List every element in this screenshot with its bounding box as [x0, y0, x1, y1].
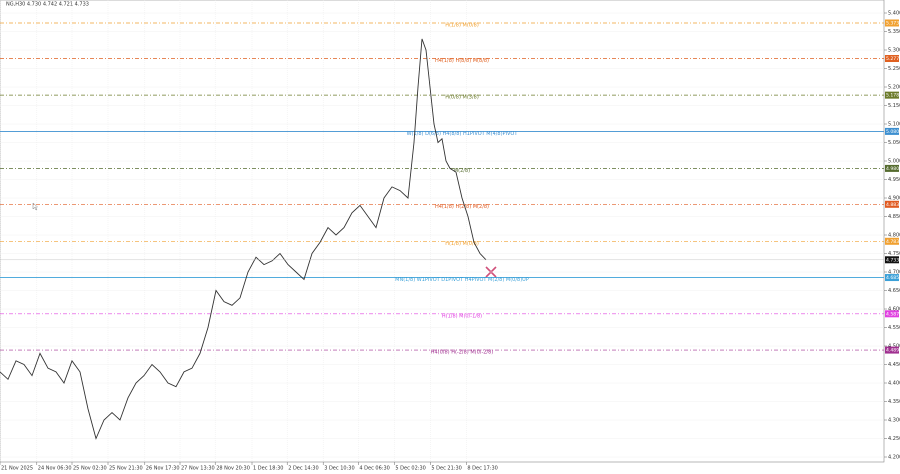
- price-tag-label: 4.489: [886, 348, 899, 354]
- x-tick-label: 4 Dec 06:30: [359, 466, 389, 472]
- y-tick-label: 4.900: [888, 196, 900, 202]
- level-label: H(0/8) M(3/8): [445, 95, 479, 101]
- y-tick-label: 4.650: [888, 288, 900, 294]
- y-tick-label: 5.250: [888, 66, 900, 72]
- y-tick-label: 4.250: [888, 436, 900, 442]
- y-tick-label: 5.000: [888, 159, 900, 165]
- chart-title: NG,H30 4.730 4.742 4.721 4.733: [6, 2, 89, 8]
- level-label: H4(0/8) H(-2/8) M(0/-2/8): [431, 350, 494, 356]
- y-tick-label: 4.200: [888, 455, 900, 461]
- price-tag-label: 4.883: [886, 202, 899, 208]
- level-label: MN(1/8) W1PIVOT D1PIVOT H4PIVOT M(2/8) M…: [395, 277, 529, 283]
- y-tick-label: 4.750: [888, 251, 900, 257]
- price-tag: [885, 237, 899, 245]
- price-tag-label: 5.373: [886, 20, 899, 26]
- current-price-label: 4.733: [886, 257, 899, 263]
- y-tick-label: 5.150: [888, 103, 900, 109]
- x-tick-label: 5 Dec 21:30: [431, 466, 461, 472]
- x-tick-label: 5 Dec 02:30: [395, 466, 425, 472]
- price-tag: [885, 346, 899, 354]
- x-tick-label: 2 Dec 14:30: [288, 466, 318, 472]
- y-tick-label: 4.700: [888, 270, 900, 276]
- y-tick-label: 5.200: [888, 85, 900, 91]
- price-tag: [885, 127, 899, 135]
- level-label: H(1/8) M(0/-1/8): [442, 313, 482, 319]
- x-tick-label: 24 Nov 06:30: [38, 466, 72, 472]
- price-tag: [885, 310, 899, 318]
- level-label: H(1/8) M(0/8): [445, 22, 479, 28]
- level-label: H4(1/8) H(8/8) M(8/8): [435, 58, 489, 64]
- y-tick-label: 5.350: [888, 29, 900, 35]
- x-tick-label: 3 Dec 10:30: [324, 466, 354, 472]
- x-tick-label: 27 Nov 13:30: [181, 466, 215, 472]
- x-tick-label: 8 Dec 17:30: [467, 466, 497, 472]
- x-tick-label: 1 Dec 18:30: [253, 466, 283, 472]
- y-tick-label: 4.600: [888, 307, 900, 313]
- price-tag: [885, 55, 899, 63]
- y-tick-label: 5.400: [888, 11, 900, 17]
- y-tick-label: 4.950: [888, 177, 900, 183]
- y-tick-label: 4.400: [888, 381, 900, 387]
- y-tick-label: 5.100: [888, 122, 900, 128]
- y-tick-label: 4.850: [888, 214, 900, 220]
- price-tag: [885, 274, 899, 282]
- level-label: H4(1/8) H(2/8) M(2/8): [435, 204, 489, 210]
- x-tick-label: 21 Nov 2025: [1, 466, 33, 472]
- current-price-tag: [885, 256, 899, 264]
- x-tick-label: 25 Nov 02:30: [73, 466, 107, 472]
- price-tag-label: 4.685: [886, 275, 899, 281]
- price-tag-label: 5.080: [886, 129, 899, 135]
- price-tag-label: 5.277: [886, 56, 899, 62]
- price-tag: [885, 164, 899, 172]
- level-label: M(2/8): [454, 168, 470, 174]
- price-tag: [885, 91, 899, 99]
- y-tick-label: 4.350: [888, 399, 900, 405]
- level-label: H(1/8) M(0/8): [445, 241, 479, 247]
- plot-frame: [0, 0, 885, 463]
- cursor-icon: [32, 202, 39, 211]
- price-tag-label: 4.980: [886, 166, 899, 172]
- y-tick-label: 4.450: [888, 362, 900, 368]
- price-tag-label: 4.783: [886, 239, 899, 245]
- price-line: [0, 38, 487, 440]
- x-tick-label: 26 Nov 17:30: [146, 466, 180, 472]
- y-tick-label: 4.550: [888, 325, 900, 331]
- y-tick-label: 5.050: [888, 140, 900, 146]
- x-tick-label: 28 Nov 20:30: [216, 466, 250, 472]
- y-tick-label: 5.300: [888, 48, 900, 54]
- price-tag-label: 5.178: [886, 93, 899, 99]
- y-tick-label: 4.500: [888, 344, 900, 350]
- y-tick-label: 4.300: [888, 418, 900, 424]
- level-label: W(1/8) D(6/8) H4(8/8) H1PIVOT M(4/8)PIVO…: [407, 131, 519, 137]
- price-tag: [885, 200, 899, 208]
- x-tick-label: 25 Nov 21:30: [109, 466, 143, 472]
- y-tick-label: 4.800: [888, 233, 900, 239]
- price-tag-label: 4.587: [886, 311, 899, 317]
- price-tag: [885, 19, 899, 27]
